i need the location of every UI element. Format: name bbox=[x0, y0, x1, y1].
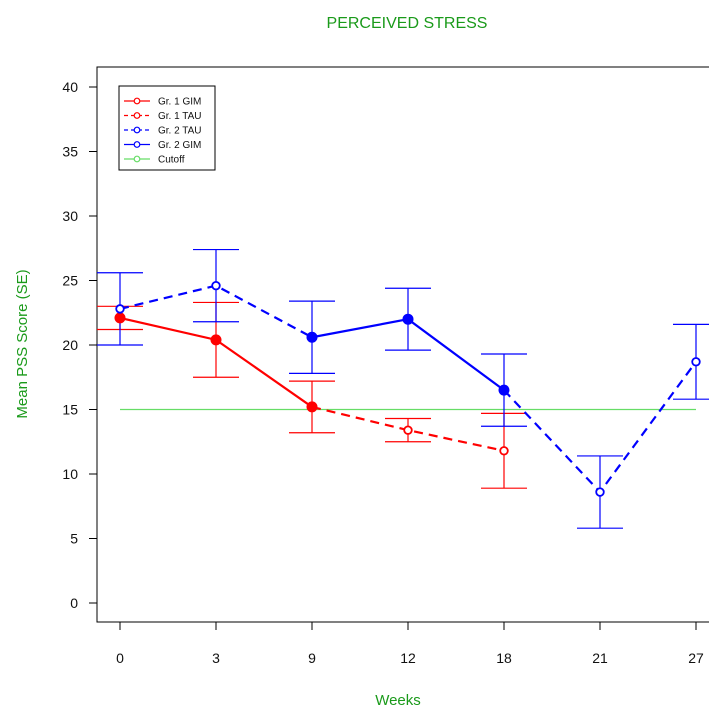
legend-item: Cutoff bbox=[124, 155, 185, 166]
legend-marker bbox=[133, 126, 141, 134]
legend-marker bbox=[133, 97, 141, 105]
legend-label: Gr. 2 GIM bbox=[158, 140, 201, 151]
gr-1-gim-point bbox=[306, 401, 318, 413]
gr-2-tau-error-bar bbox=[673, 323, 709, 400]
x-axis-label: Weeks bbox=[375, 692, 421, 708]
x-tick-label: 9 bbox=[308, 650, 316, 666]
x-tick-label: 27 bbox=[688, 650, 704, 666]
legend-label: Gr. 1 GIM bbox=[158, 97, 201, 108]
gr-2-gim-point bbox=[498, 384, 510, 396]
gr-2-tau-point bbox=[115, 304, 125, 314]
legend-label: Gr. 1 TAU bbox=[158, 111, 202, 122]
legend-marker bbox=[133, 112, 141, 119]
x-axis: 0 3 9 12 18 21 27 bbox=[116, 622, 704, 666]
x-tick-label: 18 bbox=[496, 650, 512, 666]
y-tick-label: 40 bbox=[62, 79, 78, 95]
y-tick-label: 0 bbox=[70, 595, 78, 611]
gr-1-gim-point bbox=[210, 334, 222, 346]
y-axis-label: Mean PSS Score (SE) bbox=[14, 269, 31, 418]
legend-item: Gr. 1 TAU bbox=[124, 111, 202, 122]
gr-2-tau-point bbox=[595, 487, 605, 497]
chart-title: PERCEIVED STRESS bbox=[327, 15, 488, 32]
error-bars-layer bbox=[97, 248, 709, 529]
x-tick-label: 12 bbox=[400, 650, 416, 666]
legend-label: Cutoff bbox=[158, 155, 185, 166]
legend-item: Gr. 2 GIM bbox=[124, 140, 201, 151]
legend-item: Gr. 2 TAU bbox=[124, 126, 202, 137]
legend-item: Gr. 1 GIM bbox=[124, 97, 201, 108]
y-tick-label: 20 bbox=[62, 337, 78, 353]
legend-marker bbox=[133, 141, 141, 148]
gr-2-tau-point bbox=[211, 280, 221, 291]
y-tick-label: 30 bbox=[62, 208, 78, 224]
x-tick-label: 21 bbox=[592, 650, 608, 666]
y-tick-label: 35 bbox=[62, 144, 78, 160]
y-tick-label: 25 bbox=[62, 273, 78, 289]
x-tick-label: 0 bbox=[116, 650, 124, 666]
gr-1-tau-point bbox=[403, 425, 413, 435]
y-tick-label: 15 bbox=[62, 402, 78, 418]
gr-1-gim-point bbox=[114, 312, 126, 324]
gr-1-tau-point bbox=[499, 446, 509, 456]
y-tick-label: 5 bbox=[70, 531, 78, 547]
gr-2-tau-point bbox=[691, 357, 701, 367]
legend-marker bbox=[133, 155, 141, 163]
y-axis: 0 5 10 15 20 25 30 35 40 bbox=[62, 79, 97, 611]
gr-2-gim-point bbox=[402, 313, 414, 325]
gr-2-gim-point bbox=[306, 331, 318, 343]
legend-label: Gr. 2 TAU bbox=[158, 126, 202, 137]
data-points-layer bbox=[114, 280, 701, 497]
x-tick-label: 3 bbox=[212, 650, 220, 666]
y-tick-label: 10 bbox=[62, 466, 78, 482]
legend: Gr. 1 GIM Gr. 1 TAU Gr. 2 TAU Gr. 2 GIM Cuto… bbox=[118, 85, 216, 171]
